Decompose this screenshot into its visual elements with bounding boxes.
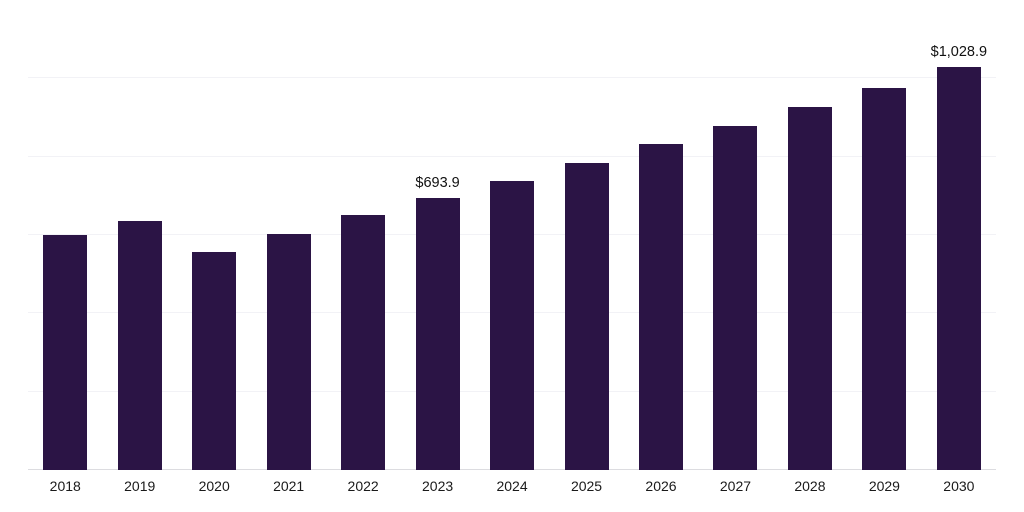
x-axis-label-2029: 2029 bbox=[868, 478, 900, 494]
bar-2025 bbox=[564, 162, 609, 470]
bar-2018 bbox=[43, 234, 88, 470]
bar-slot-2024 bbox=[475, 0, 549, 470]
gridline-1000 bbox=[28, 77, 996, 79]
bar-slot-2019 bbox=[102, 0, 176, 470]
bars-row: $693.9 $1,028.9 bbox=[28, 0, 996, 470]
bar-slot-2028 bbox=[773, 0, 847, 470]
bar-slot-2025 bbox=[549, 0, 623, 470]
bar-2024 bbox=[490, 181, 535, 470]
bar-2020 bbox=[192, 252, 237, 470]
bar-2028 bbox=[787, 106, 832, 470]
x-axis-label-2020: 2020 bbox=[198, 478, 230, 494]
x-axis: 2018 2019 2020 2021 2022 2023 2024 2025 2026 2027… bbox=[28, 478, 996, 494]
bar-2021 bbox=[266, 234, 311, 470]
x-axis-label-2028: 2028 bbox=[794, 478, 826, 494]
x-axis-label-2026: 2026 bbox=[645, 478, 677, 494]
x-axis-label-2019: 2019 bbox=[124, 478, 156, 494]
bar-slot-2027 bbox=[698, 0, 772, 470]
x-axis-label-2024: 2024 bbox=[496, 478, 528, 494]
data-label-2030: $1,028.9 bbox=[930, 44, 988, 61]
gridline-800 bbox=[28, 155, 996, 157]
bar-slot-2020 bbox=[177, 0, 251, 470]
x-axis-label-2027: 2027 bbox=[719, 478, 752, 494]
bar-2026 bbox=[638, 144, 683, 470]
bar-slot-2029 bbox=[847, 0, 921, 470]
bar-slot-2023: $693.9 bbox=[400, 0, 474, 470]
bar-2019 bbox=[117, 221, 162, 470]
x-axis-label-2021: 2021 bbox=[273, 478, 305, 494]
bar-slot-2026 bbox=[624, 0, 698, 470]
bar-2029 bbox=[862, 87, 907, 470]
x-axis-label-2025: 2025 bbox=[570, 478, 603, 494]
x-axis-label-2018: 2018 bbox=[49, 478, 81, 494]
bar-2030 bbox=[936, 67, 981, 470]
bar-slot-2021 bbox=[251, 0, 325, 470]
bar-slot-2030: $1,028.9 bbox=[922, 0, 996, 470]
bar-slot-2022 bbox=[326, 0, 400, 470]
bar-slot-2018 bbox=[28, 0, 102, 470]
bar-2022 bbox=[341, 214, 386, 470]
x-axis-label-2023: 2023 bbox=[422, 478, 454, 494]
x-axis-label-2022: 2022 bbox=[347, 478, 379, 494]
data-label-2023: $693.9 bbox=[415, 175, 460, 192]
bar-2023 bbox=[415, 198, 460, 470]
x-axis-label-2030: 2030 bbox=[943, 478, 975, 494]
plot-area: $693.9 $1,028.9 bbox=[28, 0, 996, 470]
bar-2027 bbox=[713, 125, 758, 470]
